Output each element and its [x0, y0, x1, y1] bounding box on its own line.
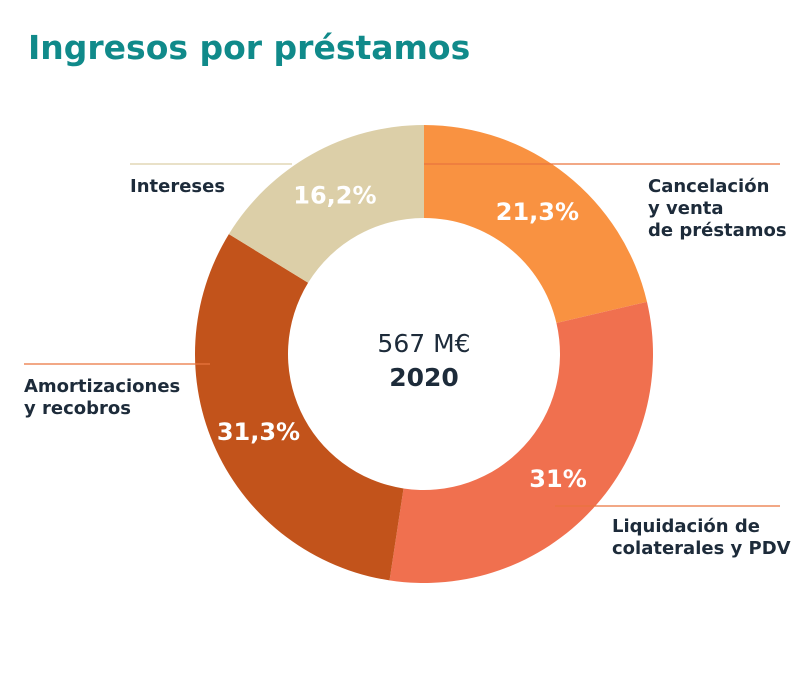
- category-label-line: Amortizaciones: [24, 376, 180, 397]
- category-label-line: Intereses: [130, 176, 225, 197]
- center-year: 2020: [389, 363, 459, 392]
- category-label-intereses: Intereses: [130, 176, 225, 197]
- category-label-line: Cancelación: [648, 176, 769, 197]
- category-label-liquidacion-de-colaterales-y-pdv: Liquidación de colaterales y PDV: [612, 516, 791, 559]
- category-label-amortizaciones-y-recobros: Amortizaciones y recobros: [24, 376, 180, 419]
- percent-labels: 21,3% 31% 31,3% 16,2%: [217, 182, 587, 493]
- percent-label-cancelacion-y-venta-de-prestamos: 21,3%: [496, 198, 579, 226]
- category-label-line: colaterales y PDV: [612, 538, 791, 559]
- category-label-line: y recobros: [24, 398, 131, 419]
- category-label-line: de préstamos: [648, 220, 787, 241]
- leader-lines: [24, 163, 780, 507]
- slice-intereses: [228, 124, 424, 283]
- category-labels: Cancelación y venta de préstamos Liquidació…: [24, 176, 791, 559]
- percent-label-liquidacion-de-colaterales-y-pdv: 31%: [529, 465, 586, 493]
- donut-slices: [194, 124, 653, 584]
- page-title: Ingresos por préstamos: [28, 28, 471, 67]
- slice-liquidacion-de-colaterales-y-pdv: [389, 301, 653, 584]
- category-label-line: y venta: [648, 198, 724, 219]
- center-amount: 567 M€: [377, 329, 470, 358]
- category-label-line: Liquidación de: [612, 516, 760, 537]
- percent-label-amortizaciones-y-recobros: 31,3%: [217, 418, 300, 446]
- percent-label-intereses: 16,2%: [293, 182, 376, 210]
- slice-amortizaciones-y-recobros: [194, 234, 404, 581]
- slice-cancelacion-y-venta-de-prestamos: [424, 125, 647, 324]
- category-label-cancelacion-y-venta-de-prestamos: Cancelación y venta de préstamos: [648, 176, 787, 241]
